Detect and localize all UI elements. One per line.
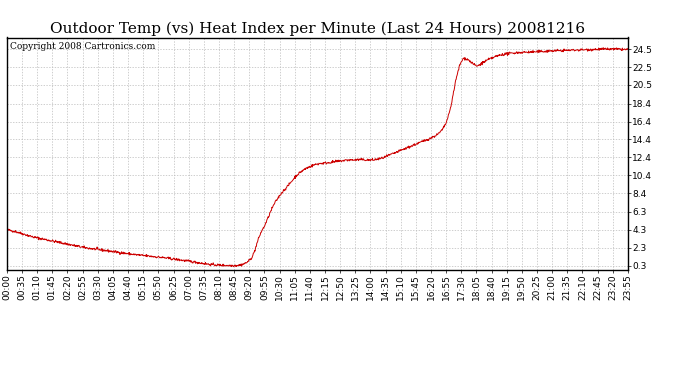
Text: Copyright 2008 Cartronics.com: Copyright 2008 Cartronics.com	[10, 42, 155, 51]
Title: Outdoor Temp (vs) Heat Index per Minute (Last 24 Hours) 20081216: Outdoor Temp (vs) Heat Index per Minute …	[50, 22, 585, 36]
